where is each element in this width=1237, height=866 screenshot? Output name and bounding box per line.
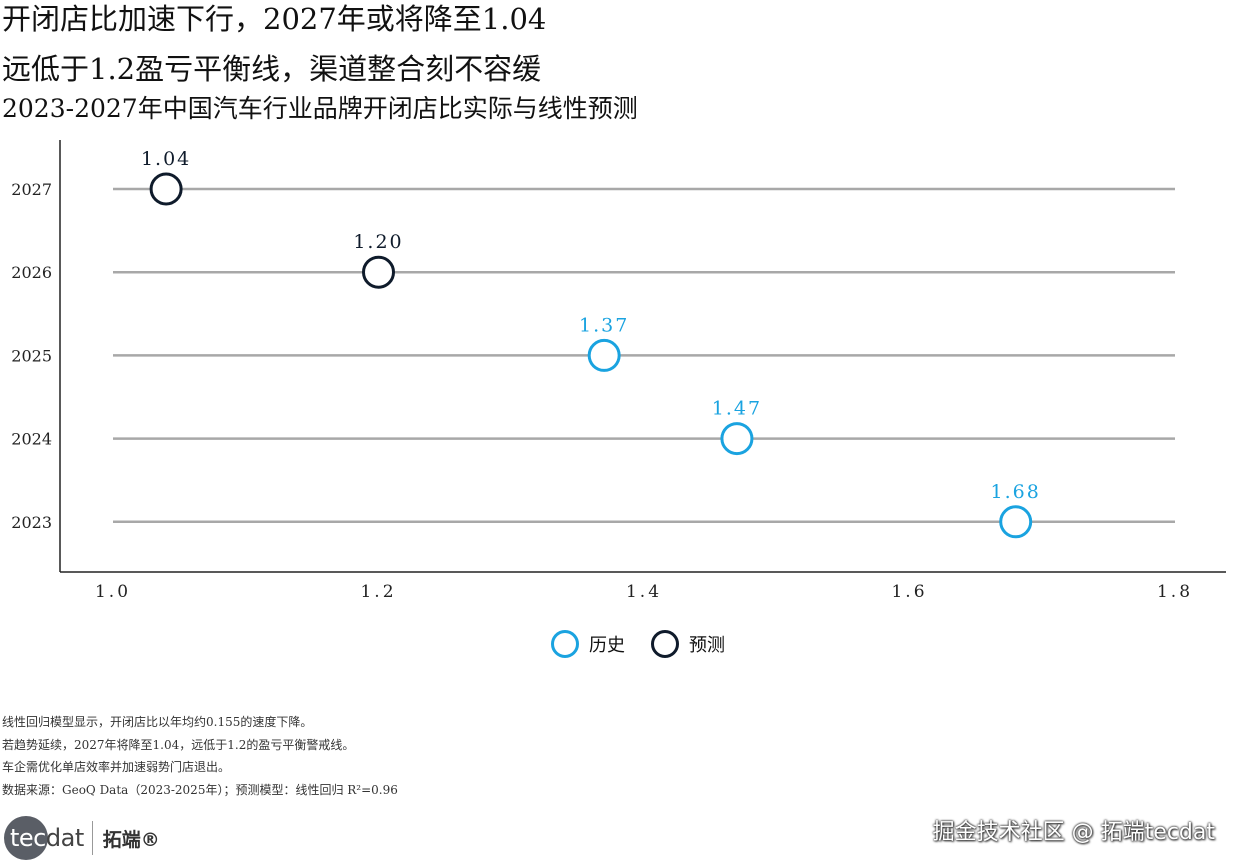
logo-wordmark-rest: dat [45, 824, 84, 852]
chart-title-line-1: 开闭店比加速下行，2027年或将降至1.04 [2, 2, 547, 36]
note-line: 数据来源：GeoQ Data（2023-2025年）；预测模型：线性回归 R²=… [2, 782, 398, 797]
watermark-text: 掘金技术社区 @ 拓端tecdat [932, 820, 1215, 845]
data-label-2023: 1.68 [991, 481, 1041, 503]
legend-forecast-marker [651, 630, 679, 658]
y-tick-label: 2025 [11, 346, 52, 365]
logo-blob-icon [4, 816, 48, 860]
legend-history-label: 历史 [589, 635, 625, 656]
chart-legend: 历史 预测 [0, 630, 1237, 670]
data-point-2025 [587, 338, 621, 372]
data-point-2023 [999, 505, 1033, 539]
data-label-2027: 1.04 [141, 148, 191, 170]
data-label-2026: 1.20 [353, 231, 403, 253]
x-tick-label: 1.4 [626, 582, 662, 602]
chart-title-line-2: 远低于1.2盈亏平衡线，渠道整合刻不容缓 [2, 52, 542, 86]
legend-history-marker [551, 630, 579, 658]
legend-item-history: 历史 [551, 630, 625, 658]
chart-subtitle: 2023-2027年中国汽车行业品牌开闭店比实际与线性预测 [2, 94, 638, 123]
logo-wordmark: tecdat [4, 824, 84, 852]
logo-divider [91, 821, 93, 855]
note-line: 若趋势延续，2027年将降至1.04，远低于1.2的盈亏平衡警戒线。 [2, 737, 355, 752]
x-tick-label: 1.6 [891, 582, 927, 602]
logo-wordmark-prefix: tec [10, 824, 46, 852]
note-line: 车企需优化单店效率并加速弱势门店退出。 [2, 760, 231, 774]
data-label-2025: 1.37 [579, 314, 629, 336]
y-tick-label: 2023 [11, 513, 52, 532]
x-tick-label: 1.8 [1157, 582, 1193, 602]
data-label-2024: 1.47 [712, 398, 762, 420]
note-line: 线性回归模型显示，开闭店比以年均约0.155的速度下降。 [2, 715, 313, 729]
chart-notes: 线性回归模型显示，开闭店比以年均约0.155的速度下降。 若趋势延续，2027年… [2, 711, 398, 801]
legend-forecast-label: 预测 [689, 635, 725, 656]
logo-chinese-name: 拓端® [102, 828, 160, 851]
x-tick-label: 1.0 [95, 582, 131, 602]
y-tick-label: 2027 [11, 180, 52, 199]
legend-item-forecast: 预测 [651, 630, 725, 658]
data-point-2024 [720, 422, 754, 456]
y-tick-label: 2024 [11, 430, 52, 449]
y-tick-label: 2026 [11, 263, 52, 282]
x-tick-label: 1.2 [360, 582, 396, 602]
data-point-2027 [149, 172, 183, 206]
data-point-2026 [362, 255, 395, 289]
tecdat-logo: tecdat 拓端® [4, 816, 160, 860]
